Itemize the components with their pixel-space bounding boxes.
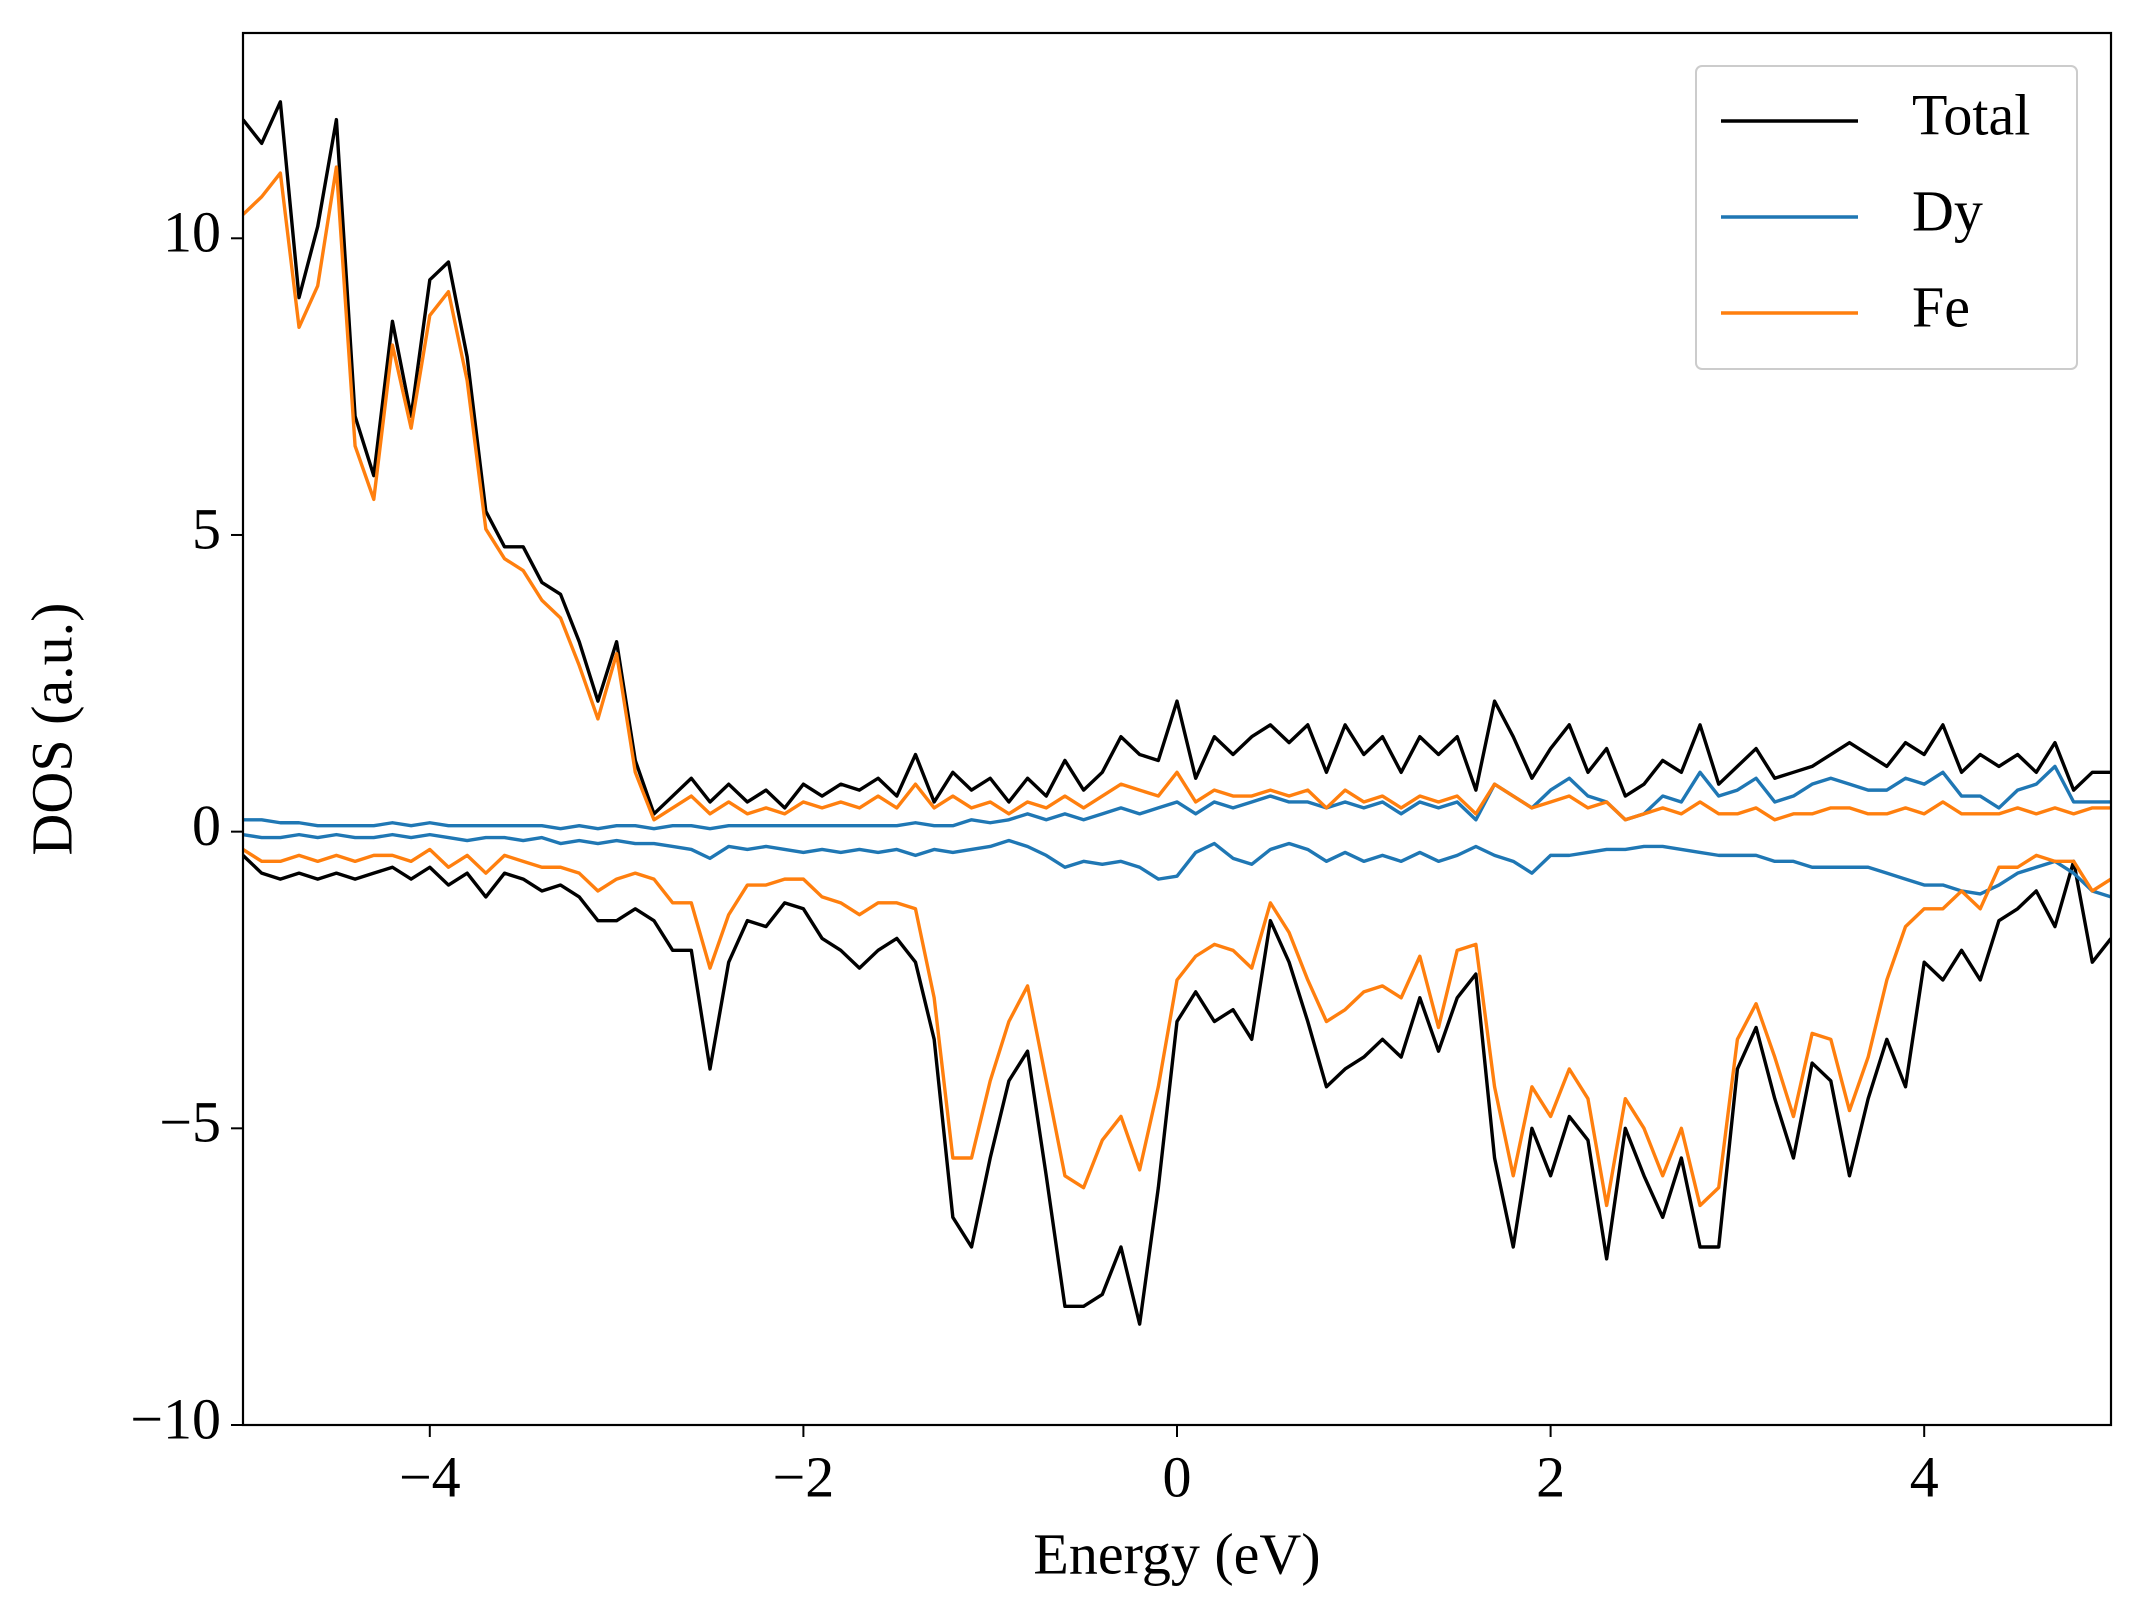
dos-line (243, 764, 2111, 831)
x-tick-label: 0 (1163, 1444, 1192, 1509)
dos-line (243, 100, 2111, 816)
x-tick-label: −4 (399, 1444, 461, 1509)
dos-line (243, 854, 2111, 1326)
legend-box (1695, 65, 2078, 370)
legend-label: Fe (1912, 274, 1970, 339)
dos-line (243, 165, 2111, 822)
legend-label: Dy (1912, 178, 1983, 243)
x-axis-label: Energy (eV) (1033, 1521, 1320, 1586)
x-tick-label: −2 (773, 1444, 835, 1509)
legend-label: Total (1912, 82, 2030, 147)
y-tick-label: 5 (192, 496, 221, 561)
y-tick-label: 0 (192, 793, 221, 858)
y-tick-label: −10 (130, 1386, 221, 1451)
x-tick-label: 2 (1536, 1444, 1565, 1509)
y-tick-label: 10 (163, 200, 221, 265)
y-tick-label: −5 (159, 1090, 221, 1155)
dos-line (243, 847, 2111, 1208)
plot-lines (243, 100, 2111, 1326)
y-axis-label: DOS (a.u.) (19, 603, 84, 856)
x-tick-label: 4 (1910, 1444, 1939, 1509)
dos-line (243, 832, 2111, 899)
